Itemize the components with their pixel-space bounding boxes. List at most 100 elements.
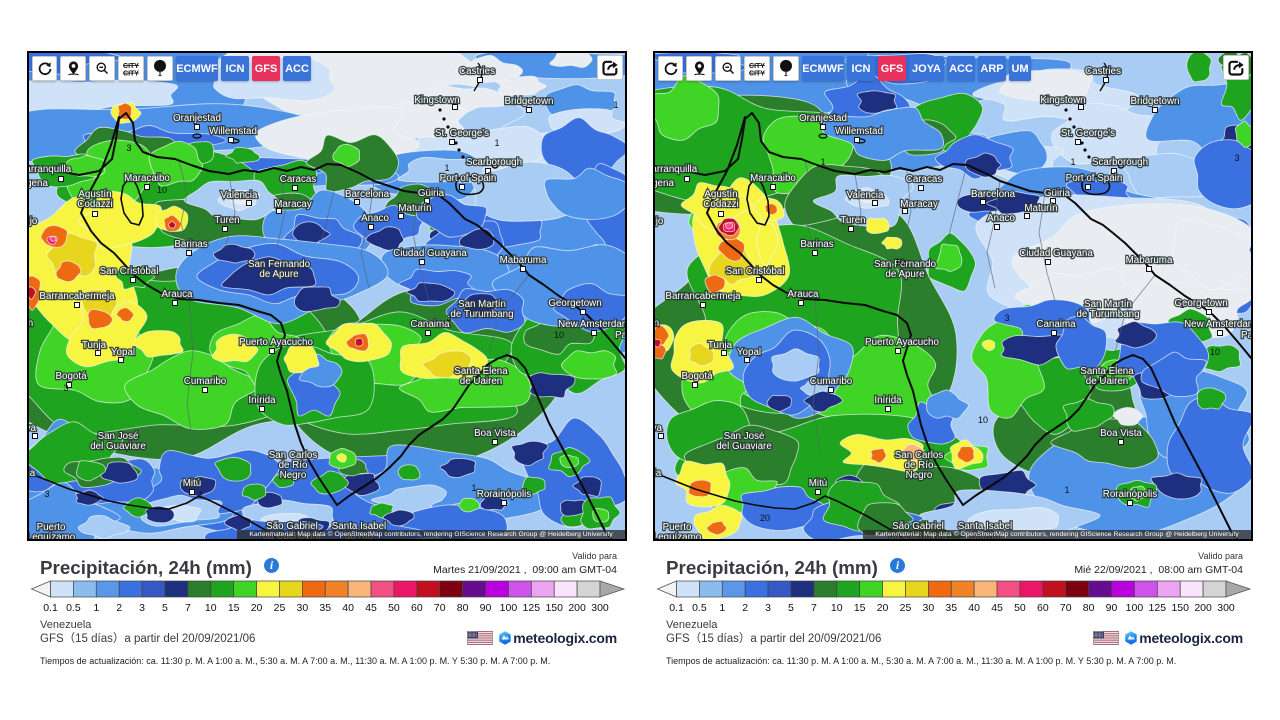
svg-text:20: 20: [760, 513, 770, 523]
svg-text:de Río: de Río: [279, 460, 308, 471]
svg-text:5: 5: [788, 602, 794, 614]
svg-text:150: 150: [545, 602, 563, 614]
svg-text:de Apure: de Apure: [885, 269, 925, 280]
svg-text:20: 20: [251, 602, 263, 614]
svg-text:CITY: CITY: [123, 70, 139, 77]
svg-text:Anaco: Anaco: [987, 213, 1015, 224]
svg-text:Pa: Pa: [615, 330, 625, 341]
svg-text:Turen: Turen: [840, 215, 865, 226]
svg-text:New Amsterdam: New Amsterdam: [1184, 319, 1251, 330]
svg-text:San José: San José: [724, 431, 765, 442]
svg-text:10: 10: [205, 602, 217, 614]
svg-text:Inírida: Inírida: [248, 395, 276, 406]
svg-text:40: 40: [342, 602, 354, 614]
svg-text:Willemstad: Willemstad: [835, 126, 883, 137]
svg-text:Maracay: Maracay: [900, 199, 938, 210]
svg-text:Mitú: Mitú: [809, 478, 828, 489]
svg-text:Mabaruma: Mabaruma: [1126, 255, 1173, 266]
svg-text:Castries: Castries: [459, 66, 495, 77]
svg-text:Rorainópolis: Rorainópolis: [477, 489, 532, 500]
svg-text:30: 30: [297, 602, 309, 614]
svg-text:Santa Elena: Santa Elena: [454, 366, 508, 377]
svg-text:25: 25: [274, 602, 286, 614]
svg-text:San Martín: San Martín: [458, 299, 506, 310]
svg-text:Scarborough: Scarborough: [466, 157, 522, 168]
svg-text:70: 70: [1060, 602, 1072, 614]
svg-text:Bogotá: Bogotá: [681, 371, 713, 382]
svg-text:Maturín: Maturín: [1024, 203, 1057, 214]
svg-text:San José: San José: [98, 431, 139, 442]
svg-text:3: 3: [765, 602, 771, 614]
svg-text:Cumaribo: Cumaribo: [810, 376, 853, 387]
svg-text:Bogotá: Bogotá: [55, 371, 87, 382]
svg-text:Codazzi: Codazzi: [77, 199, 112, 210]
svg-text:Puerto: Puerto: [37, 522, 66, 533]
svg-text:San Carlos: San Carlos: [269, 450, 318, 461]
svg-text:Barcelona: Barcelona: [345, 189, 390, 200]
svg-text:Maracaibo: Maracaibo: [750, 173, 796, 184]
svg-text:35: 35: [319, 602, 331, 614]
svg-text:Oranjestad: Oranjestad: [173, 113, 221, 124]
svg-text:New Amsterdam: New Amsterdam: [558, 319, 625, 330]
svg-text:10: 10: [978, 415, 988, 425]
svg-text:Güiria: Güiria: [1044, 188, 1071, 199]
svg-text:Ciudad Guayana: Ciudad Guayana: [393, 248, 467, 259]
svg-text:Oranjestad: Oranjestad: [799, 113, 847, 124]
svg-text:3: 3: [446, 313, 451, 323]
svg-text:Maturín: Maturín: [398, 203, 431, 214]
svg-text:Inírida: Inírida: [874, 395, 902, 406]
svg-text:llín: llín: [655, 318, 659, 329]
svg-text:125: 125: [523, 602, 541, 614]
svg-text:100: 100: [500, 602, 518, 614]
svg-text:90: 90: [1106, 602, 1118, 614]
svg-text:80: 80: [457, 602, 469, 614]
svg-text:Valencia: Valencia: [221, 190, 258, 201]
svg-text:de Uairen: de Uairen: [1086, 376, 1128, 387]
svg-text:cia: cia: [29, 468, 36, 479]
svg-text:125: 125: [1149, 602, 1167, 614]
svg-text:Maracaibo: Maracaibo: [124, 173, 170, 184]
svg-text:1: 1: [198, 490, 203, 500]
svg-text:Puerto: Puerto: [663, 522, 692, 533]
svg-text:San Cristóbal: San Cristóbal: [726, 266, 785, 277]
svg-text:Pa: Pa: [1241, 330, 1251, 341]
svg-text:Negro: Negro: [280, 470, 307, 481]
svg-text:Yopal: Yopal: [737, 347, 761, 358]
svg-text:Castries: Castries: [1085, 66, 1121, 77]
svg-text:3: 3: [1004, 313, 1009, 323]
svg-text:Barinas: Barinas: [800, 239, 833, 250]
svg-text:50: 50: [388, 602, 400, 614]
svg-text:3: 3: [44, 489, 49, 499]
svg-text:de Uairen: de Uairen: [460, 376, 502, 387]
svg-text:Georgetown: Georgetown: [548, 298, 601, 309]
svg-text:80: 80: [1083, 602, 1095, 614]
svg-text:Puerto Ayacucho: Puerto Ayacucho: [865, 337, 939, 348]
svg-text:Georgetown: Georgetown: [1174, 298, 1227, 309]
svg-text:7: 7: [811, 602, 817, 614]
svg-text:Canaima: Canaima: [1036, 319, 1076, 330]
svg-text:Arauca: Arauca: [161, 289, 193, 300]
svg-text:St. George's: St. George's: [1061, 128, 1115, 139]
svg-text:10: 10: [157, 185, 167, 195]
svg-text:Mabaruma: Mabaruma: [500, 255, 547, 266]
svg-text:Boa Vista: Boa Vista: [1100, 428, 1142, 439]
svg-text:45: 45: [365, 602, 377, 614]
svg-text:de Apure: de Apure: [259, 269, 299, 280]
svg-text:1: 1: [1179, 300, 1184, 310]
svg-text:1: 1: [494, 138, 499, 148]
svg-text:Port of Spain: Port of Spain: [1066, 173, 1123, 184]
svg-text:7: 7: [185, 602, 191, 614]
svg-text:Port of Spain: Port of Spain: [440, 173, 497, 184]
svg-text:3: 3: [139, 602, 145, 614]
svg-text:CITY: CITY: [749, 63, 765, 70]
svg-text:del Guaviare: del Guaviare: [716, 441, 772, 452]
svg-text:San Carlos: San Carlos: [895, 450, 944, 461]
svg-text:elejo: elejo: [655, 216, 664, 227]
svg-text:35: 35: [945, 602, 957, 614]
svg-text:200: 200: [1194, 602, 1212, 614]
svg-text:3: 3: [126, 143, 131, 153]
svg-text:1: 1: [1064, 485, 1069, 495]
svg-text:0.5: 0.5: [66, 602, 81, 614]
svg-text:llín: llín: [29, 318, 33, 329]
svg-text:2: 2: [116, 602, 122, 614]
